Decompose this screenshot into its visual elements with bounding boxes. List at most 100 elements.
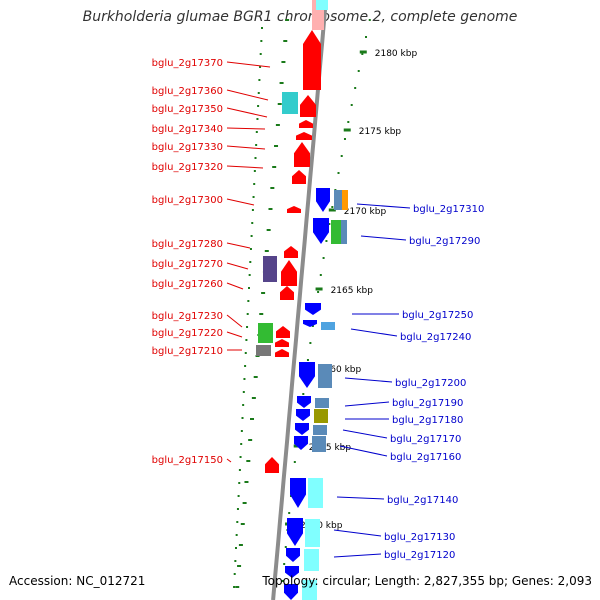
- forward-gene-label: bglu_2g17330: [152, 142, 223, 153]
- reverse-leader-line: [339, 445, 388, 457]
- inner-ring-dot: [240, 430, 243, 432]
- inner-ring-dot: [253, 183, 256, 185]
- forward-gene: [276, 326, 290, 338]
- outer-ring-dot: [331, 206, 334, 208]
- forward-leader-line: [226, 458, 232, 463]
- reverse-gene: [299, 362, 315, 388]
- inner-ring-dot: [285, 19, 290, 21]
- inner-ring-dot: [283, 40, 288, 42]
- inner-ring-dot: [244, 352, 247, 354]
- scale-label: 2175 kbp: [359, 127, 402, 137]
- forward-gene-label: bglu_2g17220: [152, 328, 223, 339]
- inner-ring-dot: [255, 131, 258, 133]
- reverse-gene: [297, 396, 311, 408]
- scale-tick: [328, 208, 336, 212]
- reverse-gene: [285, 566, 299, 578]
- cds-feature: [305, 519, 320, 547]
- inner-ring-dot: [250, 235, 253, 237]
- reverse-gene: [305, 303, 321, 315]
- inner-ring-dot: [259, 53, 262, 55]
- reverse-leader-line: [344, 377, 393, 383]
- outer-ring-dot: [322, 257, 325, 259]
- inner-ring-dot: [252, 196, 255, 198]
- inner-ring-dot: [235, 534, 238, 536]
- forward-leader-line: [226, 127, 266, 130]
- reverse-leader-line: [333, 529, 382, 537]
- forward-gene: [280, 286, 294, 300]
- outer-ring-dot: [365, 36, 368, 38]
- genome-backbone: [271, 0, 328, 600]
- topology-label: Topology: circular; Length: 2,827,355 bp…: [262, 574, 592, 588]
- inner-ring-dot: [248, 274, 251, 276]
- reverse-gene-label: bglu_2g17130: [384, 532, 455, 543]
- inner-ring-dot: [244, 481, 249, 483]
- forward-gene: [287, 206, 301, 213]
- forward-gene-label: bglu_2g17230: [152, 311, 223, 322]
- reverse-gene: [287, 518, 303, 546]
- inner-ring-dot: [277, 103, 282, 105]
- inner-ring-dot: [249, 261, 252, 263]
- forward-gene: [275, 349, 289, 357]
- inner-ring-dot: [240, 523, 245, 525]
- inner-ring-dot: [234, 560, 237, 562]
- cds-feature: [313, 425, 327, 435]
- inner-ring-dot: [249, 248, 252, 250]
- inner-ring-dot: [257, 105, 260, 107]
- forward-leader-line: [226, 262, 249, 270]
- scale-label: 2160 kbp: [319, 365, 362, 375]
- reverse-gene-label: bglu_2g17120: [384, 550, 455, 561]
- outer-ring-dot: [288, 512, 291, 514]
- reverse-leader-line: [344, 401, 390, 407]
- inner-ring-dot: [272, 166, 277, 168]
- inner-ring-dot: [237, 565, 242, 567]
- inner-ring-dot: [242, 404, 245, 406]
- cds-feature: [263, 256, 277, 282]
- inner-ring-dot: [275, 124, 280, 126]
- inner-ring-dot: [253, 170, 256, 172]
- cds-feature: [312, 436, 326, 452]
- outer-ring-dot: [357, 70, 360, 72]
- inner-ring-dot: [246, 313, 249, 315]
- reverse-gene-label: bglu_2g17170: [390, 434, 461, 445]
- cds-feature: [331, 220, 341, 244]
- inner-ring-dot: [257, 92, 260, 94]
- outer-ring-dot: [340, 155, 343, 157]
- reverse-gene-label: bglu_2g17290: [409, 236, 480, 247]
- scale-label: 2150 kbp: [300, 521, 343, 531]
- outer-ring-dot: [347, 121, 350, 123]
- cds-feature: [256, 345, 271, 356]
- cds-feature: [315, 398, 329, 408]
- inner-ring-dot: [238, 469, 241, 471]
- forward-gene-label: bglu_2g17260: [152, 279, 223, 290]
- inner-ring-dot: [237, 495, 240, 497]
- cds-feature: [258, 323, 273, 343]
- inner-ring-dot: [253, 376, 258, 378]
- reverse-gene: [290, 478, 306, 508]
- forward-leader-line: [226, 89, 269, 101]
- forward-gene-label: bglu_2g17360: [152, 86, 223, 97]
- forward-gene-label: bglu_2g17270: [152, 259, 223, 270]
- forward-gene-label: bglu_2g17350: [152, 104, 223, 115]
- scale-label: 2165 kbp: [331, 286, 374, 296]
- reverse-gene-label: bglu_2g17180: [392, 415, 463, 426]
- forward-gene: [296, 132, 312, 140]
- reverse-gene: [316, 188, 330, 212]
- scale-label: 2155 kbp: [309, 443, 352, 453]
- inner-ring-dot: [241, 417, 244, 419]
- outer-ring-dot: [319, 274, 322, 276]
- outer-ring-dot: [354, 87, 357, 89]
- forward-leader-line: [226, 107, 268, 118]
- inner-ring-dot: [239, 456, 242, 458]
- forward-leader-line: [226, 198, 255, 206]
- forward-gene-label: bglu_2g17280: [152, 239, 223, 250]
- forward-gene: [265, 457, 279, 473]
- inner-ring-dot: [242, 502, 247, 504]
- cds-feature: [334, 190, 342, 210]
- outer-ring-dot: [309, 342, 312, 344]
- forward-gene-label: bglu_2g17320: [152, 162, 223, 173]
- forward-gene-label: bglu_2g17150: [152, 455, 223, 466]
- outer-ring-dot: [337, 172, 340, 174]
- inner-ring-dot: [259, 313, 264, 315]
- inner-ring-dot: [279, 82, 284, 84]
